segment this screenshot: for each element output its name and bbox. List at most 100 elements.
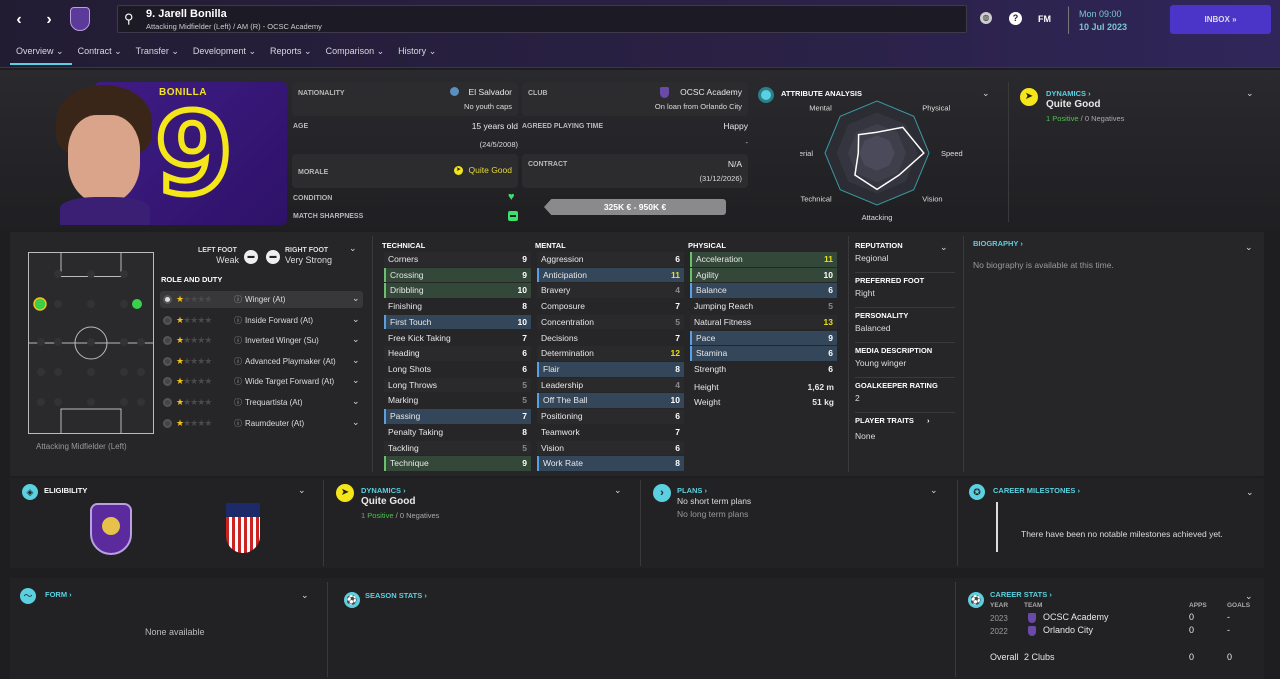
chevron-down-icon[interactable]: ⌄ bbox=[349, 243, 357, 253]
info-icon[interactable]: ⓘ bbox=[234, 336, 242, 346]
info-icon[interactable]: ⓘ bbox=[234, 315, 242, 325]
info-icon[interactable]: ⓘ bbox=[234, 295, 242, 304]
position-dot[interactable] bbox=[137, 398, 145, 406]
attribute-row[interactable]: Teamwork 7 bbox=[537, 425, 684, 440]
tab-development[interactable]: Development ⌄ bbox=[187, 44, 264, 65]
form-link[interactable]: FORM › bbox=[45, 590, 72, 599]
position-dot[interactable] bbox=[37, 338, 45, 346]
chevron-down-icon[interactable]: ⌄ bbox=[1245, 242, 1253, 252]
attribute-row[interactable]: Balance 6 bbox=[690, 283, 837, 298]
attribute-row[interactable]: Flair 8 bbox=[537, 362, 684, 377]
attribute-row[interactable]: Stamina 6 bbox=[690, 346, 837, 361]
usa-crest-icon[interactable] bbox=[226, 503, 260, 553]
value-tag[interactable]: 325K € - 950K € bbox=[544, 199, 726, 215]
attribute-row[interactable]: Determination 12 bbox=[537, 346, 684, 361]
attribute-row[interactable]: Bravery 4 bbox=[537, 283, 684, 298]
role-radio[interactable] bbox=[163, 336, 172, 346]
attribute-row[interactable]: Crossing 9 bbox=[384, 267, 531, 283]
tab-history[interactable]: History ⌄ bbox=[392, 44, 444, 65]
fm-menu-button[interactable]: FM bbox=[1038, 14, 1051, 24]
role-row[interactable]: ★★★★★ ⓘ Winger (At) ⌄ bbox=[160, 291, 363, 308]
chevron-down-icon[interactable]: ⌄ bbox=[1246, 487, 1254, 497]
chevron-down-icon[interactable]: ⌄ bbox=[352, 313, 360, 324]
tab-comparison[interactable]: Comparison ⌄ bbox=[320, 44, 393, 65]
position-dot[interactable] bbox=[54, 398, 62, 406]
biography-title[interactable]: BIOGRAPHY bbox=[973, 239, 1019, 248]
club-card[interactable]: CLUB OCSC Academy On loan from Orlando C… bbox=[522, 82, 748, 116]
attribute-row[interactable]: Composure 7 bbox=[537, 299, 684, 314]
position-dot[interactable] bbox=[137, 338, 145, 346]
career-stats-link[interactable]: CAREER STATS › bbox=[990, 590, 1052, 599]
chevron-down-icon[interactable]: ⌄ bbox=[352, 375, 360, 386]
club-value[interactable]: OCSC Academy bbox=[680, 87, 742, 97]
attribute-row[interactable]: Agility 10 bbox=[690, 267, 837, 283]
info-icon[interactable]: ⓘ bbox=[234, 377, 242, 387]
plans-title[interactable]: PLANS bbox=[677, 486, 703, 495]
position-dot[interactable] bbox=[54, 338, 62, 346]
info-icon[interactable]: ⓘ bbox=[234, 356, 242, 366]
attribute-row[interactable]: Heading 6 bbox=[384, 346, 531, 361]
chevron-down-icon[interactable]: ⌄ bbox=[352, 334, 360, 345]
position-dot[interactable] bbox=[87, 398, 95, 406]
chevron-down-icon[interactable]: ⌄ bbox=[940, 242, 948, 252]
chevron-down-icon[interactable]: ⌄ bbox=[930, 485, 938, 495]
attribute-row[interactable]: Penalty Taking 8 bbox=[384, 425, 531, 440]
team-name[interactable]: OCSC Academy bbox=[1043, 612, 1109, 622]
info-icon[interactable]: ⓘ bbox=[234, 418, 242, 428]
chevron-down-icon[interactable]: ⌄ bbox=[1245, 591, 1253, 601]
attribute-row[interactable]: Aggression 6 bbox=[537, 252, 684, 267]
contract-card[interactable]: CONTRACT N/A (31/12/2026) bbox=[522, 154, 748, 188]
career-milestones-link[interactable]: CAREER MILESTONES › bbox=[993, 486, 1080, 495]
attribute-row[interactable]: Acceleration 11 bbox=[690, 252, 837, 267]
chevron-down-icon[interactable]: ⌄ bbox=[352, 354, 360, 365]
position-dot-aml-natural[interactable] bbox=[33, 297, 47, 311]
position-dot[interactable] bbox=[120, 270, 128, 278]
dynamics-link[interactable]: DYNAMICS › bbox=[361, 486, 406, 495]
position-dot[interactable] bbox=[37, 368, 45, 376]
attribute-row[interactable]: Jumping Reach 5 bbox=[690, 299, 837, 314]
role-radio[interactable] bbox=[163, 356, 172, 366]
team-name[interactable]: Orlando City bbox=[1043, 625, 1094, 635]
tab-contract[interactable]: Contract ⌄ bbox=[72, 44, 130, 65]
role-row[interactable]: ★★★★★ ⓘ Trequartista (At) ⌄ bbox=[160, 394, 363, 411]
position-dot[interactable] bbox=[87, 368, 95, 376]
inbox-button[interactable]: INBOX » bbox=[1170, 5, 1271, 34]
chevron-down-icon[interactable]: ⌄ bbox=[614, 485, 622, 495]
help-icon[interactable]: ? bbox=[1009, 12, 1022, 25]
role-row[interactable]: ★★★★★ ⓘ Inside Forward (At) ⌄ bbox=[160, 312, 363, 329]
position-dot[interactable] bbox=[87, 300, 95, 308]
attribute-row[interactable]: Long Shots 6 bbox=[384, 362, 531, 377]
position-dot[interactable] bbox=[120, 368, 128, 376]
info-icon[interactable]: ⓘ bbox=[234, 398, 242, 407]
role-radio[interactable] bbox=[163, 377, 172, 387]
date-display[interactable]: Mon 09:00 10 Jul 2023 bbox=[1068, 6, 1160, 34]
attribute-row[interactable]: Corners 9 bbox=[384, 252, 531, 267]
role-row[interactable]: ★★★★★ ⓘ Raumdeuter (At) ⌄ bbox=[160, 415, 363, 432]
position-dot[interactable] bbox=[54, 270, 62, 278]
position-dot[interactable] bbox=[137, 368, 145, 376]
attribute-row[interactable]: Decisions 7 bbox=[537, 331, 684, 346]
attribute-row[interactable]: Natural Fitness 13 bbox=[690, 314, 837, 330]
career-milestones-title[interactable]: CAREER MILESTONES bbox=[993, 486, 1076, 495]
attribute-row[interactable]: Pace 9 bbox=[690, 330, 837, 346]
position-dot[interactable] bbox=[120, 300, 128, 308]
attribute-row[interactable]: Work Rate 8 bbox=[537, 456, 684, 471]
player-search-box[interactable]: ⚲ 9. Jarell Bonilla Attacking Midfielder… bbox=[117, 5, 967, 33]
role-row[interactable]: ★★★★★ ⓘ Inverted Winger (Su) ⌄ bbox=[160, 332, 363, 349]
role-row[interactable]: ★★★★★ ⓘ Wide Target Forward (At) ⌄ bbox=[160, 373, 363, 390]
attribute-row[interactable]: Finishing 8 bbox=[384, 299, 531, 314]
chevron-down-icon[interactable]: ⌄ bbox=[352, 396, 360, 406]
attribute-row[interactable]: Tackling 5 bbox=[384, 440, 531, 456]
chevron-down-icon[interactable]: ⌄ bbox=[1246, 88, 1254, 98]
attribute-row[interactable]: Strength 6 bbox=[690, 362, 837, 377]
club-crest-icon[interactable] bbox=[70, 7, 90, 31]
dynamics-title[interactable]: DYNAMICS bbox=[361, 486, 402, 495]
morale-card[interactable]: MORALE ➤ Quite Good bbox=[292, 154, 518, 188]
back-button[interactable]: ‹ bbox=[16, 11, 22, 28]
attribute-row[interactable]: Marking 5 bbox=[384, 393, 531, 408]
position-dot[interactable] bbox=[37, 398, 45, 406]
attribute-row[interactable]: Passing 7 bbox=[384, 409, 531, 424]
role-radio[interactable] bbox=[163, 295, 172, 304]
attribute-row[interactable]: Positioning 6 bbox=[537, 409, 684, 424]
attribute-row[interactable]: Technique 9 bbox=[384, 456, 531, 471]
